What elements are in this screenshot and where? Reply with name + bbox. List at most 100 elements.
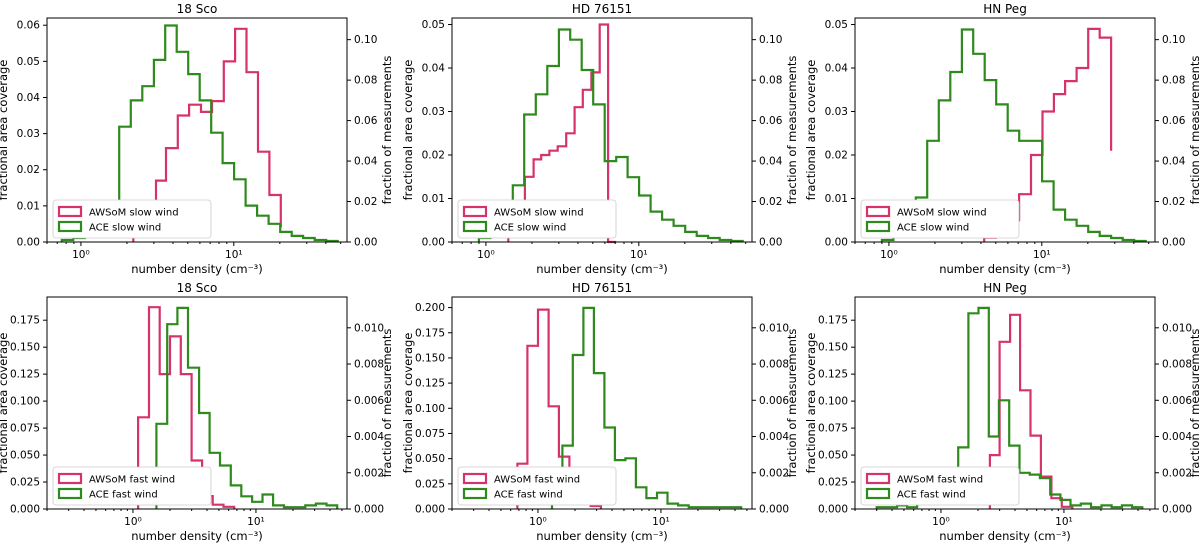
- y-right-tick-label: 0.04: [354, 156, 378, 168]
- y-right-tick-label: 0.10: [1162, 34, 1185, 46]
- chart-panel-5: HD 76151 0.000 0.025 0.050 0.075 0.100 0.125 0.…: [401, 281, 799, 543]
- y-left-tick-label: 0.03: [825, 106, 848, 118]
- y-right-tick-label: 0.00: [1162, 237, 1185, 249]
- legend: AWSoM fast wind ACE fast wind: [52, 466, 212, 506]
- y-right-tick-label: 0.002: [1162, 467, 1192, 479]
- legend-box: [52, 199, 212, 239]
- y-left-tick-label: 0.02: [825, 150, 848, 162]
- y-left-tick-label: 0.050: [415, 453, 445, 465]
- awsom-histogram-series: [132, 27, 282, 242]
- legend-label: AWSoM slow wind: [897, 208, 987, 219]
- y-right-tick-label: 0.02: [1162, 196, 1185, 208]
- ace-histogram-series: [550, 306, 743, 509]
- y-left-tick-label: 0.000: [415, 504, 445, 516]
- y-left-tick-label: 0.175: [415, 327, 445, 339]
- y-left-tick-label: 0.05: [825, 19, 848, 31]
- chart-panel-2: HD 76151 0.00 0.01 0.02 0.03 0.04 0.05 0.00 0.02…: [401, 2, 799, 276]
- y-left-tick-label: 0.06: [17, 20, 41, 32]
- y-left-tick-label: 0.025: [415, 478, 445, 490]
- y-right-tick-label: 0.00: [354, 237, 377, 249]
- y-right-axis-label: fraction of measurements: [380, 56, 394, 205]
- legend-swatch-awsom: [865, 472, 891, 485]
- y-left-tick-label: 0.01: [825, 193, 848, 205]
- x-axis-label: number density (cm⁻³): [536, 529, 668, 543]
- y-left-axis-label: fractional area coverage: [0, 333, 10, 474]
- y-right-tick-label: 0.02: [354, 196, 377, 208]
- legend-label: ACE fast wind: [89, 490, 158, 501]
- y-left-tick-label: 0.150: [415, 352, 445, 364]
- y-right-tick-label: 0.10: [354, 34, 377, 46]
- y-right-tick-label: 0.00: [759, 237, 782, 249]
- y-right-tick-label: 0.006: [1162, 395, 1192, 407]
- legend-swatch-ace: [865, 220, 891, 233]
- y-right-tick-label: 0.04: [1162, 156, 1186, 168]
- y-left-tick-label: 0.03: [17, 128, 40, 140]
- legend-label: ACE slow wind: [897, 223, 969, 234]
- x-tick-label: 10¹: [247, 516, 265, 528]
- y-left-tick-label: 0.100: [10, 396, 40, 408]
- legend-box: [457, 199, 617, 239]
- y-right-tick-label: 0.010: [354, 322, 384, 334]
- y-right-tick-label: 0.08: [354, 75, 377, 87]
- legend-swatch-awsom: [462, 472, 488, 485]
- legend-swatch-awsom: [57, 205, 83, 218]
- y-right-axis-label: fraction of measurements: [380, 329, 394, 478]
- chart-panel-6: HN Peg 0.000 0.025 0.050 0.075 0.100 0.125 0.15…: [804, 281, 1200, 543]
- chart-panel-3: HN Peg 0.00 0.01 0.02 0.03 0.04 0.05 0.00 0.02 0.…: [804, 2, 1200, 276]
- y-right-tick-label: 0.010: [759, 322, 789, 334]
- y-left-tick-label: 0.125: [818, 369, 848, 381]
- y-left-axis-label: fractional area coverage: [401, 60, 415, 201]
- y-left-axis-label: fractional area coverage: [0, 60, 10, 201]
- panel-title: HN Peg: [983, 281, 1027, 295]
- legend-swatch-awsom: [865, 205, 891, 218]
- legend-swatch-ace: [462, 220, 488, 233]
- y-left-tick-label: 0.100: [818, 396, 848, 408]
- y-right-tick-label: 0.008: [1162, 359, 1192, 371]
- legend-label: ACE slow wind: [89, 223, 161, 234]
- y-left-tick-label: 0.125: [415, 378, 445, 390]
- y-left-tick-label: 0.150: [10, 342, 40, 354]
- legend: AWSoM slow wind ACE slow wind: [52, 199, 212, 239]
- x-axis-label: number density (cm⁻³): [939, 262, 1071, 276]
- y-right-tick-label: 0.04: [759, 156, 783, 168]
- x-tick-label: 10¹: [1055, 516, 1073, 528]
- plot-frame: [451, 17, 753, 243]
- y-left-tick-label: 0.050: [818, 450, 848, 462]
- y-right-tick-label: 0.004: [759, 431, 789, 443]
- x-tick-label: 10⁰: [529, 516, 547, 528]
- y-left-tick-label: 0.025: [10, 477, 40, 489]
- y-left-tick-label: 0.150: [818, 342, 848, 354]
- y-left-tick-label: 0.075: [818, 423, 848, 435]
- y-right-tick-label: 0.008: [759, 359, 789, 371]
- x-tick-label: 10¹: [652, 516, 670, 528]
- y-left-tick-label: 0.175: [818, 315, 848, 327]
- y-left-axis-label: fractional area coverage: [804, 60, 818, 201]
- legend: AWSoM fast wind ACE fast wind: [457, 466, 617, 506]
- y-left-tick-label: 0.02: [422, 150, 445, 162]
- y-left-tick-label: 0.075: [415, 428, 445, 440]
- y-left-axis-label: fractional area coverage: [401, 333, 415, 474]
- y-right-axis-label: fraction of measurements: [1188, 56, 1200, 205]
- panel-title: 18 Sco: [177, 281, 218, 295]
- legend: AWSoM slow wind ACE slow wind: [457, 199, 617, 239]
- chart-panel-1: 18 Sco 0.00 0.01 0.02 0.03 0.04 0.05 0.06 0.00 0.…: [0, 2, 394, 276]
- awsom-histogram-series: [507, 23, 617, 244]
- y-right-tick-label: 0.08: [759, 75, 782, 87]
- x-axis-label: number density (cm⁻³): [131, 262, 263, 276]
- y-right-tick-label: 0.02: [759, 196, 782, 208]
- legend-label: AWSoM slow wind: [494, 208, 584, 219]
- legend-box: [457, 466, 617, 506]
- x-tick-label: 10⁰: [880, 249, 898, 261]
- y-right-axis-label: fraction of measurements: [1188, 329, 1200, 478]
- y-left-tick-label: 0.01: [422, 193, 445, 205]
- plot-frame: [46, 17, 348, 243]
- y-left-tick-label: 0.075: [10, 423, 40, 435]
- y-left-tick-label: 0.000: [10, 504, 40, 516]
- y-right-tick-label: 0.06: [759, 115, 783, 127]
- y-left-tick-label: 0.04: [825, 63, 849, 75]
- y-right-tick-label: 0.008: [354, 359, 384, 371]
- ace-histogram-series: [155, 306, 339, 509]
- ace-histogram-series: [880, 28, 1147, 243]
- legend-box: [52, 466, 212, 506]
